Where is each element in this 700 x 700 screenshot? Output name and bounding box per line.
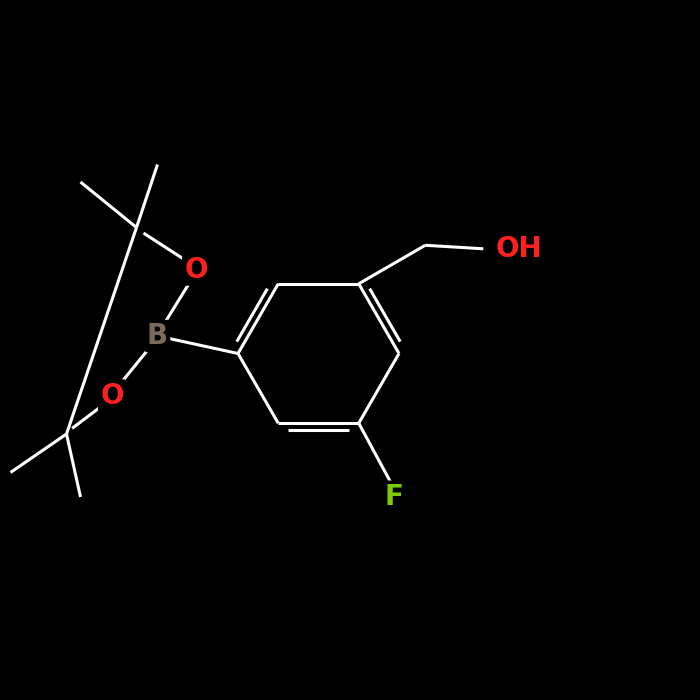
Text: F: F <box>384 483 403 511</box>
Text: OH: OH <box>496 234 542 262</box>
Text: B: B <box>147 322 168 350</box>
Text: O: O <box>184 256 208 284</box>
Text: O: O <box>100 382 124 409</box>
